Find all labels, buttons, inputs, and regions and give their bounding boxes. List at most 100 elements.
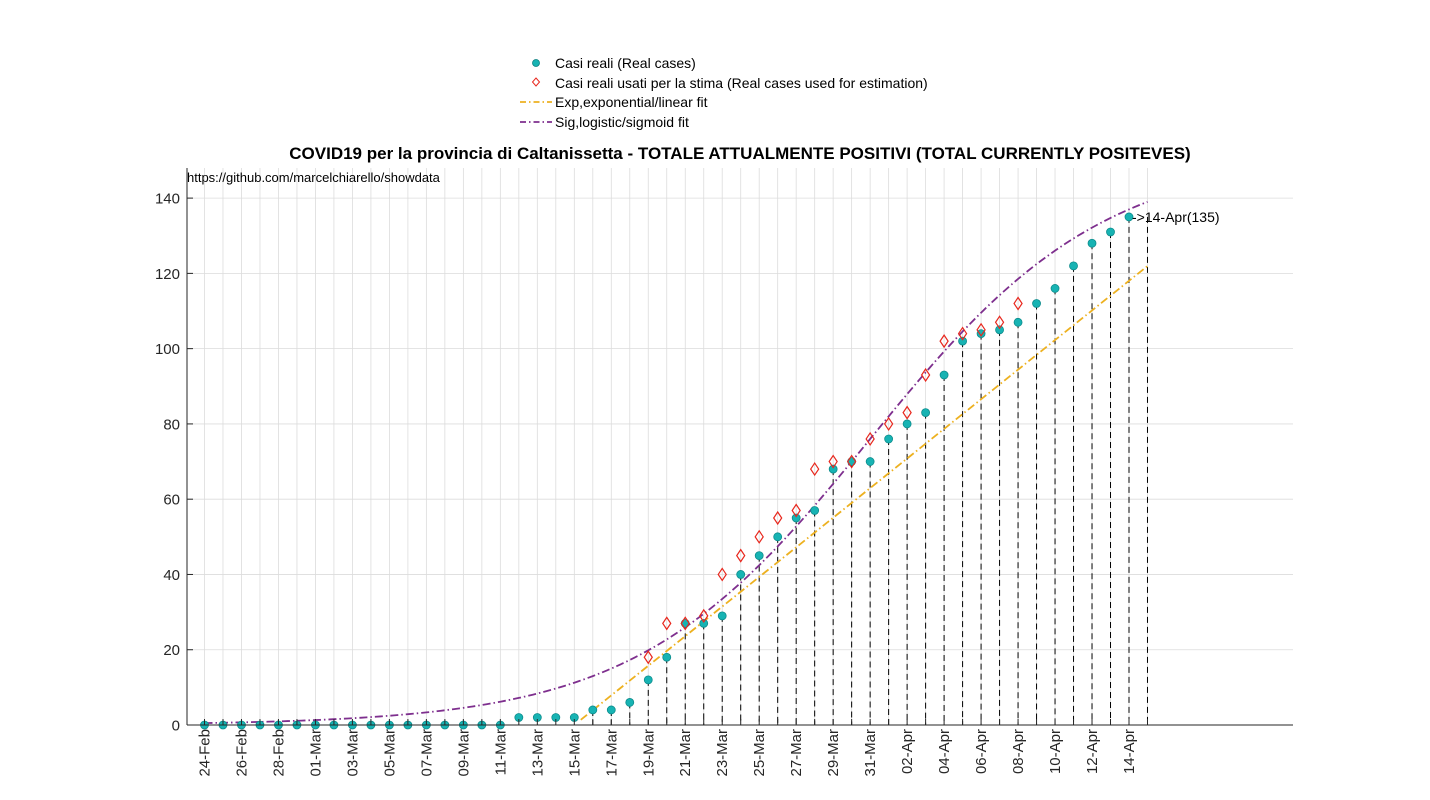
real-case-point [662,652,672,662]
axes: 0 20 40 60 80 100 120 140 24-Feb 26-Feb 28-Feb 01-M… [155,168,1293,777]
x-tick-label: 23-Mar [714,729,731,777]
last-value-annotation: ->14-Apr(135) [1132,209,1220,225]
legend: Casi reali (Real cases) Casi reali usati… [520,55,928,130]
source-note: https://github.com/marcelchiarello/showd… [187,170,441,185]
real-case-point [976,329,986,338]
estimation-point [809,461,820,477]
x-tick-label: 21-Mar [677,729,694,777]
x-tick-label: 28-Feb [270,729,287,777]
estimation-point [680,616,690,631]
x-tick-label: 09-Mar [455,729,472,777]
x-tick-label: 03-Mar [344,729,361,777]
stem-lines [592,216,1148,725]
estimation-point [772,510,783,526]
real-case-point [1087,238,1097,248]
real-case-point [754,551,764,561]
x-tick-label: 26-Feb [233,729,250,777]
x-tick-label: 01-Mar [307,729,324,777]
x-tick-label: 05-Mar [381,729,398,777]
estimation-point [643,650,653,665]
real-case-point [1032,299,1041,308]
x-tick-label: 11-Mar [492,729,509,775]
exp-fit-line [580,265,1149,721]
y-tick-label: 80 [163,416,180,433]
real-case-point [1013,317,1023,327]
y-tick-label: 20 [163,642,180,659]
legend-marker-estimation-cases [531,77,541,87]
estimation-point [791,503,801,518]
estimation-point [662,616,672,631]
real-case-point [884,434,894,444]
estimation-point [902,405,912,420]
x-tick-label: 08-Apr [1010,729,1027,774]
real-case-point [1069,261,1078,271]
x-tick-label: 12-Apr [1084,729,1101,774]
real-case-point [1106,227,1115,237]
real-case-point [939,370,949,380]
x-tick-label: 17-Mar [603,729,620,777]
estimation-point [957,326,968,341]
real-case-point [902,419,912,429]
real-case-point [588,705,598,715]
x-tick-label: 27-Mar [788,729,805,777]
y-tick-label: 60 [163,492,180,509]
estimation-point [846,454,857,469]
estimation-point [735,548,746,563]
x-tick-label: 15-Mar [566,729,583,777]
real-case-point [1050,284,1060,293]
real-case-point [1124,212,1134,222]
estimation-point [1013,296,1023,311]
y-tick-label: 140 [155,191,180,208]
estimation-point [699,608,709,623]
estimation-point [754,529,764,544]
grid [187,168,1293,726]
real-case-point [810,506,820,515]
x-tick-label: 10-Apr [1047,729,1064,774]
x-tick-label: 02-Apr [899,729,916,774]
fit-lines [204,201,1149,724]
x-tick-label: 29-Mar [825,729,842,777]
real-case-point [791,513,801,523]
x-tick-label: 31-Mar [862,729,879,777]
x-tick-label: 07-Mar [418,729,435,777]
real-case-point [606,705,616,715]
x-tick-label: 13-Mar [529,729,546,777]
real-case-point [865,457,875,466]
estimation-point [883,416,894,432]
x-tick-label: 06-Apr [973,729,990,774]
estimation-point [717,567,727,582]
x-tick-label: 25-Mar [751,729,768,777]
estimation-point [828,454,838,469]
legend-label-real-cases: Casi reali (Real cases) [555,55,696,71]
legend-marker-real-cases [532,59,540,67]
x-tick-label: 14-Apr [1121,729,1138,774]
data-points [200,212,1134,730]
legend-label-sig-fit: Sig,logistic/sigmoid fit [555,114,689,130]
real-case-point [625,698,635,707]
chart-title: COVID19 per la provincia di Caltanissett… [289,144,1190,163]
x-tick-label: 19-Mar [640,729,657,777]
estimation-point [865,431,875,447]
x-tick-label: 04-Apr [936,729,953,774]
real-case-point [828,464,838,474]
real-case-point [717,611,727,621]
real-case-point [958,336,967,346]
x-tick-label: 24-Feb [197,729,214,777]
real-case-point [773,532,783,542]
y-tick-label: 0 [172,718,180,735]
legend-label-exp-fit: Exp,exponential/linear fit [555,94,708,110]
estimation-point [920,367,931,383]
real-case-point [699,618,709,628]
real-case-point [643,675,653,685]
estimation-point [994,315,1005,330]
sig-fit-line [204,201,1148,724]
legend-label-estimation-cases: Casi reali usati per la stima (Real case… [555,75,928,91]
estimation-point [939,334,949,349]
y-tick-label: 40 [163,567,180,584]
y-tick-label: 100 [155,341,180,358]
real-case-point [736,570,746,579]
real-case-point [921,408,931,418]
estimation-point [976,322,986,337]
y-tick-label: 120 [155,266,180,283]
